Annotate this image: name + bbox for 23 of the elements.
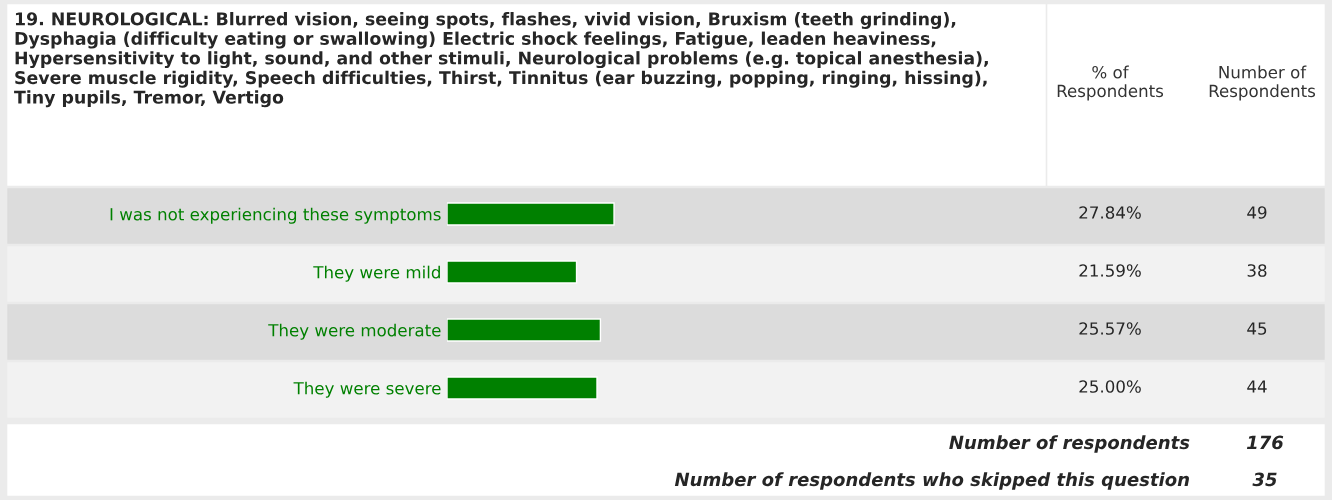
text: Number of respondents <box>949 435 1190 453</box>
text: 44 <box>1247 380 1267 393</box>
data-label: 25.00% <box>1079 380 1141 393</box>
y-tick-label: They were moderate <box>268 323 441 340</box>
text: Number of Respondents <box>1209 65 1316 101</box>
text: % of Respondents <box>1057 65 1164 101</box>
bar <box>447 376 598 400</box>
text: 38 <box>1247 264 1267 277</box>
text: 49 <box>1247 206 1267 219</box>
y-tick-label: They were mild <box>313 265 440 282</box>
data-label: 21.59% <box>1079 264 1141 277</box>
bar <box>447 260 578 284</box>
data-label: 25.57% <box>1079 322 1141 335</box>
bar <box>447 318 602 342</box>
bar <box>447 202 615 226</box>
text: 176 <box>1246 435 1284 450</box>
chart-title: 19. NEUROLOGICAL: Blurred vision, seeing spots, flashes, vivid vision, Bruxism (teeth grinding), Dysphagia (difficulty eating or swallowing) Electric shock feelings, Fatigue, leaden heaviness, Hypersensitivity to light, sound, and other stimuli, Neurological problems (e.g. topical anesthesia), Severe muscle rigidity, Speech difficulties, Thirst, Tinnitus (ear buzzing, popping, ringing, hissing), Tiny pupils, Tremor, Vertigo <box>14 12 988 108</box>
text: 45 <box>1247 322 1267 335</box>
y-tick-label: I was not experiencing these symptoms <box>110 207 441 224</box>
text: 35 <box>1252 472 1277 487</box>
data-label: 27.84% <box>1079 206 1141 219</box>
text: Number of respondents who skipped this question <box>674 472 1189 490</box>
y-tick-label: They were severe <box>293 381 441 398</box>
